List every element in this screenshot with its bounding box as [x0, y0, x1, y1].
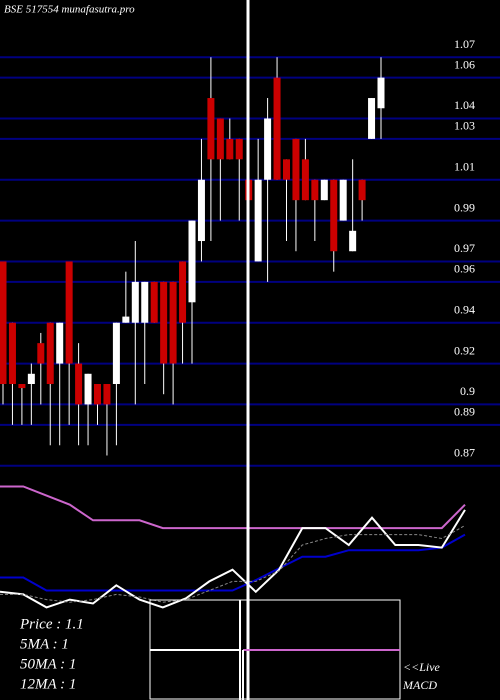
candle-body — [122, 316, 130, 323]
indicator-line — [0, 533, 466, 592]
y-tick-label: 0.89 — [454, 405, 475, 419]
y-tick-label: 1.06 — [454, 57, 475, 71]
candle-body — [131, 281, 139, 323]
candle-body — [377, 77, 385, 109]
candle-body — [311, 179, 319, 201]
candle-body — [179, 261, 187, 323]
legend-50ma: 50MA : 1 — [20, 656, 76, 672]
indicator-line — [0, 509, 466, 609]
candle-body — [160, 281, 168, 364]
y-tick-label: 0.97 — [454, 241, 475, 255]
legend-12ma: 12MA : 1 — [20, 676, 76, 692]
candle-body — [84, 373, 92, 405]
candle-body — [349, 230, 357, 252]
candle-body — [283, 159, 290, 180]
chart-title: BSE 517554 munafasutra.pro — [4, 4, 135, 16]
indicator-lines — [0, 485, 466, 609]
candle-body — [235, 138, 243, 160]
candle-body — [27, 373, 35, 384]
candle-body — [141, 281, 149, 323]
candle-body — [226, 138, 234, 160]
candle-body — [301, 159, 309, 201]
y-tick-label: 1.01 — [454, 159, 475, 173]
candle-body — [150, 281, 158, 323]
candle-body — [292, 138, 300, 201]
candle-body — [37, 343, 45, 364]
candle-body — [169, 281, 177, 364]
candles — [0, 57, 385, 456]
y-tick-label: 0.99 — [454, 200, 475, 214]
candle-body — [75, 363, 83, 405]
candle-body — [94, 384, 101, 405]
candle-body — [358, 179, 366, 201]
candle-body — [330, 179, 338, 252]
candle-body — [56, 322, 64, 364]
candle-body — [112, 322, 120, 384]
candle-body — [320, 179, 328, 201]
candle-body — [339, 179, 347, 221]
y-tick-label: 1.07 — [454, 37, 475, 51]
candle-body — [368, 98, 376, 139]
y-tick-label: 0.92 — [454, 343, 475, 357]
y-tick-label: 0.94 — [454, 302, 475, 316]
candle-body — [254, 179, 262, 262]
legend-5ma: 5MA : 1 — [20, 636, 69, 652]
candle-body — [46, 322, 54, 384]
candle-body — [216, 118, 224, 160]
y-tick-label: 0.9 — [460, 384, 475, 398]
candle-body — [188, 220, 196, 303]
live-label: <<Live — [403, 660, 441, 674]
legend-price: Price : 1.1 — [19, 616, 84, 632]
y-tick-label: 0.96 — [454, 262, 475, 276]
candle-body — [264, 118, 272, 180]
y-tick-label: 0.87 — [454, 445, 475, 459]
indicator-line — [0, 485, 466, 530]
candle-body — [207, 98, 215, 160]
candle-body — [8, 322, 16, 384]
macd-label: MACD — [402, 678, 437, 692]
candle-body — [197, 179, 205, 242]
candle-body — [273, 77, 281, 180]
candle-body — [103, 384, 111, 405]
candle-body — [65, 261, 73, 364]
candle-body — [18, 384, 26, 389]
y-tick-label: 1.04 — [454, 98, 475, 112]
y-tick-label: 1.03 — [454, 119, 475, 133]
candle-body — [0, 261, 7, 384]
